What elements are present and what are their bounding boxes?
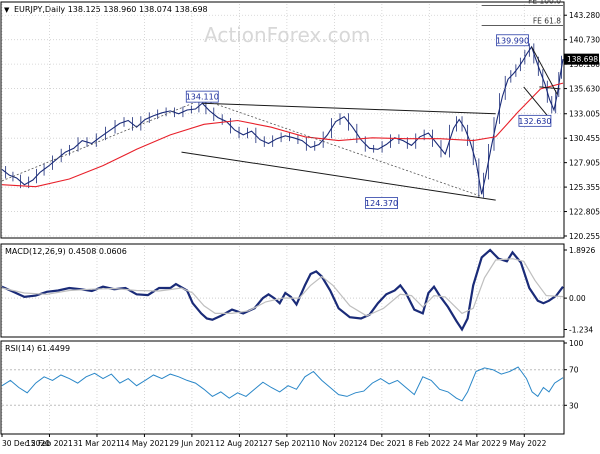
last-price-marker — [564, 53, 599, 65]
rsi-y-tick-label: 30 — [569, 401, 579, 410]
trendline — [531, 46, 558, 95]
price-callout-label: 132.630 — [518, 117, 551, 126]
price-y-tick-label: 140.730 — [569, 36, 600, 45]
trendline — [523, 86, 550, 118]
moving-average-line — [1, 82, 564, 188]
trendline — [181, 151, 496, 201]
x-tick-label: 10 Nov 2021 — [310, 439, 358, 448]
price-y-tick-label: 135.630 — [569, 85, 600, 94]
price-y-tick-label: 143.280 — [569, 11, 600, 20]
price-callout-box — [496, 34, 529, 47]
price-y-tick-label: 120.255 — [569, 232, 600, 241]
x-tick-label: 30 Dec 2020 — [2, 439, 50, 448]
header-dropdown-icon: ▼ — [4, 6, 10, 14]
x-tick-label: 24 Mar 2022 — [453, 439, 501, 448]
rsi-line — [1, 366, 564, 402]
price-callout-label: 139.990 — [496, 36, 529, 45]
rsi-panel — [0, 340, 565, 435]
price-panel — [0, 1, 565, 239]
price-y-tick-label: 130.455 — [569, 134, 600, 143]
price-y-tick-label: 138.180 — [569, 60, 600, 69]
x-tick-label: 9 May 2022 — [502, 439, 546, 448]
rsi-title: RSI(14) 61.4499 — [5, 344, 70, 353]
price-y-tick-label: 133.005 — [569, 110, 600, 119]
fib-level-label: FE 61.8 — [533, 17, 561, 26]
macd-y-tick-label: -1.234 — [569, 326, 593, 335]
trendline — [202, 102, 496, 115]
x-tick-label: 24 Dec 2021 — [358, 439, 406, 448]
macd-y-tick-label: 1.8926 — [569, 246, 595, 255]
price-y-tick-label: 127.905 — [569, 159, 600, 168]
price-y-tick-label: 122.805 — [569, 208, 600, 217]
x-tick-label: 14 May 2021 — [120, 439, 169, 448]
last-price-label: 138.698 — [567, 55, 598, 64]
price-callout-label: 124.370 — [365, 199, 398, 208]
symbol-header: EURJPY,Daily 138.125 138.960 138.074 138… — [14, 5, 208, 14]
trendline — [539, 86, 561, 90]
price-callout-label: 134.110 — [186, 93, 219, 102]
rsi-y-tick-label: 100 — [569, 339, 584, 348]
macd-y-tick-label: 0.00 — [569, 294, 586, 303]
price-y-tick-label: 125.355 — [569, 183, 600, 192]
price-callout-box — [518, 114, 552, 127]
x-tick-label: 12 Aug 2021 — [215, 439, 263, 448]
x-tick-label: 15 Feb 2021 — [26, 439, 73, 448]
x-tick-label: 27 Sep 2021 — [263, 439, 311, 448]
price-callout-box — [185, 90, 219, 103]
fib-level-label: FE 100.0 — [528, 0, 561, 5]
macd-signal-line — [1, 258, 564, 317]
x-tick-label: 31 Mar 2021 — [73, 439, 121, 448]
macd-title: MACD(12,26,9) 0.4508 0.0606 — [5, 247, 127, 256]
x-tick-label: 8 Feb 2022 — [408, 439, 450, 448]
x-tick-label: 29 Jun 2021 — [169, 439, 214, 448]
price-callout-box — [365, 197, 398, 209]
rsi-y-tick-label: 70 — [569, 366, 579, 375]
